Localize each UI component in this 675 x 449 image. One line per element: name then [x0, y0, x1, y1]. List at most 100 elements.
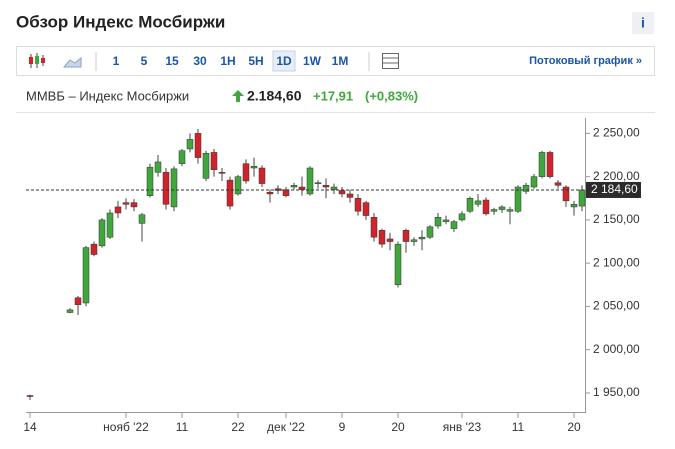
interval-button[interactable]: 15: [165, 54, 179, 68]
x-tick-label: 11: [176, 420, 189, 434]
quote-change: +17,91: [313, 88, 353, 103]
y-tick-label: 1 950,00: [593, 385, 640, 399]
candle-body: [410, 239, 418, 242]
candle-body: [450, 221, 458, 229]
candle-body: [578, 189, 586, 207]
x-tick-label: дек '22: [267, 420, 305, 434]
info-button[interactable]: [632, 12, 654, 34]
candle-body: [370, 217, 378, 238]
x-tick-label: 22: [231, 420, 245, 434]
up-arrow: [232, 90, 244, 102]
candle-body: [522, 185, 530, 192]
candle-body: [74, 297, 82, 305]
candle-body: [314, 182, 322, 184]
candle-body: [162, 172, 170, 205]
candle-body: [434, 217, 442, 227]
x-tick-label: 14: [23, 420, 37, 434]
candle-body: [490, 209, 498, 212]
interval-button[interactable]: 1W: [303, 54, 322, 68]
candle-body: [282, 189, 290, 196]
x-tick-label: 9: [339, 420, 346, 434]
interval-button[interactable]: 1H: [220, 54, 235, 68]
y-tick-label: 2 000,00: [593, 342, 640, 356]
interval-button[interactable]: 5: [141, 54, 148, 68]
interval-button[interactable]: 1D: [276, 54, 292, 68]
interval-button[interactable]: 5H: [248, 54, 263, 68]
candle-body: [130, 202, 138, 208]
interval-button[interactable]: 1M: [332, 54, 349, 68]
table-icon[interactable]: [382, 53, 399, 69]
quote-change-pct: (+0,83%): [365, 88, 418, 103]
candle-body: [474, 200, 482, 205]
y-tick-label: 2 100,00: [593, 255, 640, 269]
candle-body: [266, 191, 274, 195]
candle-body: [466, 198, 474, 212]
last-price-box: [586, 181, 641, 198]
candle-body: [170, 168, 178, 208]
y-tick-label: 2 050,00: [593, 299, 640, 313]
candle-body: [418, 236, 426, 240]
candle-body: [394, 243, 402, 286]
candle-body: [378, 230, 386, 245]
widget-title: Обзор Индекс Мосбиржи: [16, 12, 225, 31]
candle-body: [362, 202, 370, 216]
info-icon[interactable]: i: [641, 15, 645, 31]
candle-body: [482, 199, 490, 215]
candle-body: [458, 213, 466, 221]
candle-body: [546, 152, 554, 177]
candle-body: [402, 230, 410, 242]
candle-body: [26, 395, 34, 397]
x-tick-label: янв '23: [443, 420, 482, 434]
candle-body: [202, 153, 210, 179]
active-interval[interactable]: [272, 50, 296, 72]
candle-body: [306, 167, 314, 195]
candle-body: [338, 190, 346, 195]
candle-body: [226, 179, 234, 207]
candle-body: [386, 238, 394, 242]
stream-link[interactable]: Потоковый график »: [529, 55, 642, 67]
y-tick-label: 2 150,00: [593, 212, 640, 226]
candle-body: [186, 139, 194, 150]
y-tick-label: 2 200,00: [593, 169, 640, 183]
candle-body: [82, 247, 90, 304]
interval-button[interactable]: 1: [113, 54, 120, 68]
candle-body: [562, 186, 570, 202]
y-tick-label: 2 250,00: [593, 126, 640, 140]
candle-body: [154, 161, 162, 173]
area-icon[interactable]: [62, 56, 82, 68]
candle-body: [146, 166, 154, 196]
interval-button[interactable]: 30: [193, 54, 207, 68]
quote-name: ММВБ – Индекс Мосбиржи: [26, 88, 189, 103]
candle-body: [442, 219, 450, 222]
toolbar: [16, 46, 655, 76]
candle-body: [90, 243, 98, 255]
candle-icon[interactable]: [29, 53, 45, 68]
candle-body: [114, 206, 122, 214]
candle-body: [66, 309, 74, 313]
candle-body: [426, 226, 434, 238]
x-tick-label: нояб '22: [103, 420, 149, 434]
candle-body: [290, 185, 298, 188]
last-price-label: 2 184,60: [591, 182, 638, 196]
candle-body: [210, 152, 218, 170]
candle-body: [106, 212, 114, 238]
candle-body: [242, 163, 250, 182]
candle-body: [346, 193, 354, 198]
candle-body: [530, 176, 538, 188]
candle-body: [498, 206, 506, 210]
x-tick-label: 11: [512, 420, 525, 434]
candle-body: [514, 186, 522, 212]
candle-body: [570, 204, 578, 208]
candle-body: [218, 172, 226, 174]
x-tick-label: 20: [391, 420, 405, 434]
candle-body: [258, 167, 266, 184]
candle-body: [354, 198, 362, 212]
candle-body: [506, 209, 514, 212]
candle-body: [234, 176, 242, 195]
candle-body: [250, 166, 258, 169]
candle-body: [554, 182, 562, 186]
candle-body: [178, 150, 186, 164]
candle-body: [298, 186, 306, 190]
x-tick-label: 20: [567, 420, 581, 434]
